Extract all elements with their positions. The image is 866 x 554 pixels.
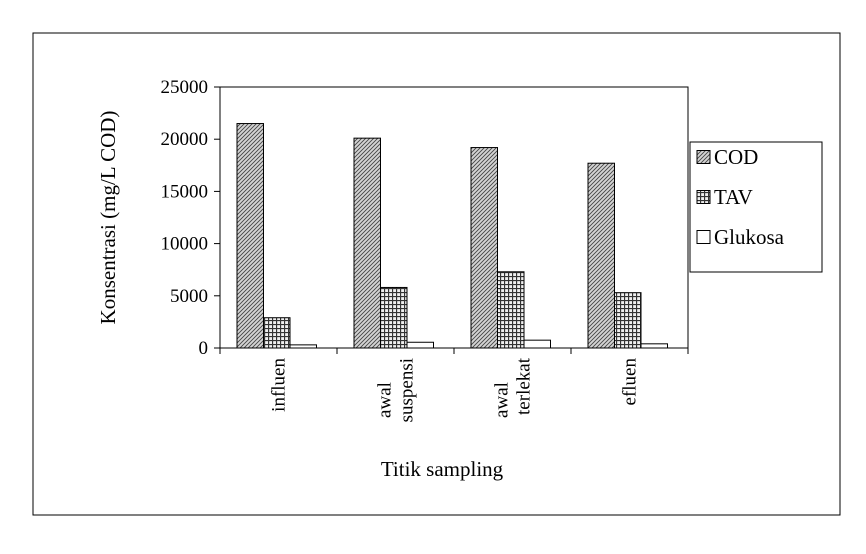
bar-tav-2	[497, 271, 525, 349]
bars	[236, 123, 668, 349]
bar-glukosa-3	[640, 343, 668, 349]
bar-glukosa-2	[523, 339, 551, 349]
y-axis-label: Konsentrasi (mg/L COD)	[96, 111, 120, 325]
legend-box	[689, 141, 823, 273]
bar-cod-3	[587, 162, 615, 349]
y-axis: 0 5000 10000 15000 20000 25000	[161, 77, 220, 359]
y-tick-label: 20000	[161, 129, 209, 150]
legend-label-glukosa: Glukosa	[714, 225, 785, 249]
legend: COD TAV Glukosa	[689, 141, 823, 273]
x-tick-label: terlekat	[514, 357, 535, 415]
bar-glukosa-0	[289, 344, 317, 349]
bar-cod-2	[470, 147, 498, 349]
y-tick-label: 25000	[161, 77, 209, 98]
x-tick-label: influen	[269, 358, 290, 412]
y-tick-label: 5000	[170, 286, 208, 307]
x-axis-label: Titik sampling	[381, 457, 504, 481]
x-tick-label: awal	[375, 382, 396, 418]
x-axis: influen awal suspensi awal terlekat efluen	[219, 348, 689, 422]
bar-cod-0	[236, 123, 264, 349]
bar-tav-1	[380, 286, 408, 349]
y-tick-label: 15000	[161, 181, 209, 202]
y-tick-label: 0	[199, 338, 209, 359]
bar-tav-3	[614, 292, 642, 349]
x-tick-label: awal	[492, 382, 513, 418]
bar-cod-1	[353, 137, 381, 349]
legend-label-tav: TAV	[714, 185, 753, 209]
legend-swatch-tav	[696, 190, 711, 204]
y-tick-label: 10000	[161, 234, 209, 255]
legend-swatch-glukosa	[696, 230, 711, 244]
legend-swatch-cod	[696, 150, 711, 164]
bar-glukosa-1	[406, 341, 434, 349]
bar-tav-0	[263, 317, 291, 349]
x-tick-label: suspensi	[397, 358, 418, 422]
x-tick-label: efluen	[620, 358, 641, 406]
legend-label-cod: COD	[714, 145, 758, 169]
